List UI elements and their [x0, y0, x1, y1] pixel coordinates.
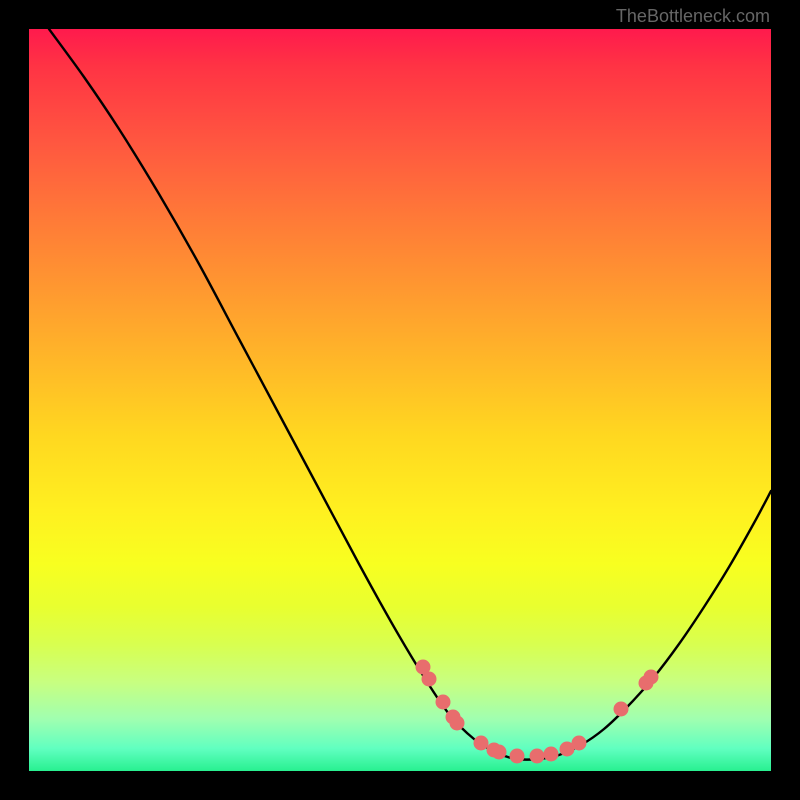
markers-group: [416, 660, 659, 764]
data-marker: [510, 749, 525, 764]
data-marker: [530, 749, 545, 764]
data-marker: [450, 716, 465, 731]
watermark-text: TheBottleneck.com: [616, 6, 770, 27]
data-marker: [644, 670, 659, 685]
curve-svg: [29, 29, 771, 771]
bottleneck-curve: [49, 29, 771, 760]
plot-area: [29, 29, 771, 771]
data-marker: [614, 702, 629, 717]
data-marker: [422, 672, 437, 687]
data-marker: [474, 736, 489, 751]
data-marker: [436, 695, 451, 710]
data-marker: [544, 747, 559, 762]
chart-container: TheBottleneck.com: [0, 0, 800, 800]
data-marker: [492, 745, 507, 760]
data-marker: [572, 736, 587, 751]
